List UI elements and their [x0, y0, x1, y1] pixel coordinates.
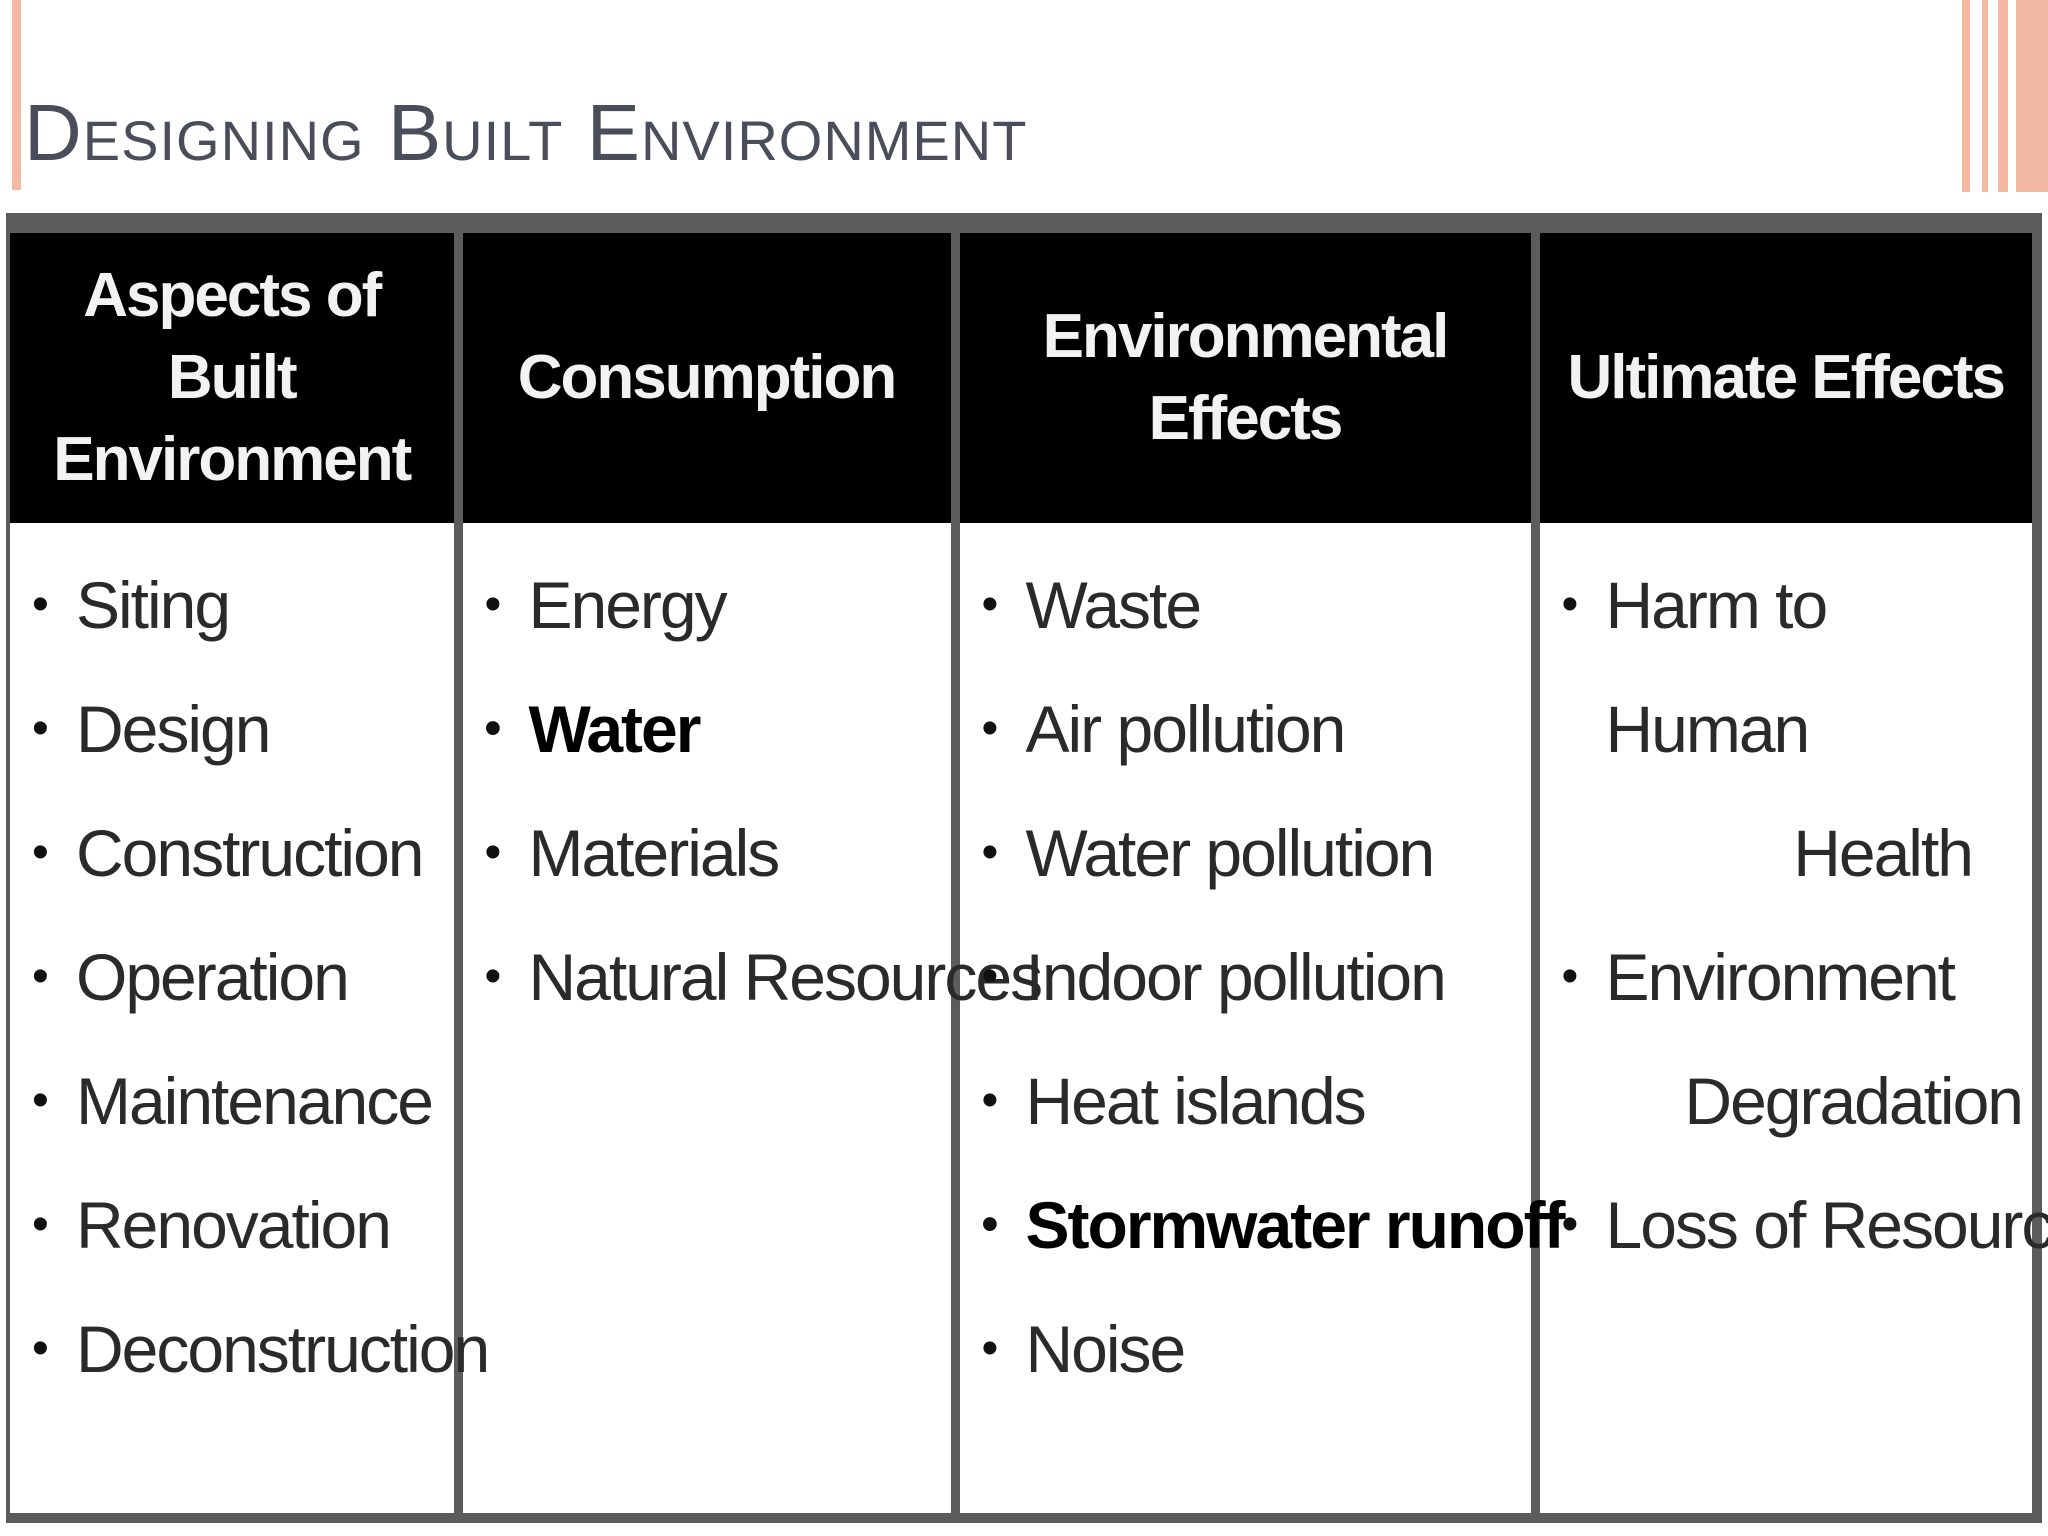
- bullet-icon: •: [981, 1322, 999, 1375]
- bullet-icon: •: [484, 950, 502, 1003]
- effects-table-frame: Aspects of Built Environment Consumption…: [6, 213, 2048, 1523]
- bullet-icon: •: [981, 578, 999, 631]
- list-item: •Loss of Resources: [1561, 1163, 2048, 1287]
- list-item: • Maintenance: [32, 1039, 444, 1163]
- list-item: • Waste: [982, 543, 1521, 667]
- header-aspects: Aspects of Built Environment: [10, 233, 458, 523]
- bullet-icon: •: [981, 1198, 999, 1251]
- bullet-icon: •: [1561, 1198, 1579, 1251]
- bullet-icon: •: [981, 950, 999, 1003]
- list-item: • Construction: [32, 791, 444, 915]
- left-accent-bar: [12, 0, 21, 190]
- slide-title: Designing Built Environment: [24, 88, 1028, 177]
- list-item: • Natural Resources: [484, 915, 1044, 1039]
- bullet-icon: •: [32, 1322, 49, 1375]
- table-row: • Siting • Design • Construction • Operation…: [10, 523, 2048, 1513]
- ultimate-effects-cell: • Harm to Human Health • Environment Degrada…: [1530, 523, 2048, 1513]
- header-ultimate-effects: Ultimate Effects: [1530, 233, 2032, 523]
- list-item: • Heat islands: [982, 1039, 1521, 1163]
- list-item: • Water: [485, 667, 941, 791]
- header-consumption: Consumption: [453, 233, 955, 523]
- bullet-icon: •: [484, 578, 502, 631]
- list-item: • Operation: [32, 915, 444, 1039]
- bullet-icon: •: [981, 826, 999, 879]
- list-item: • Noise: [982, 1287, 1521, 1411]
- list-item: • Environment Degradation: [1561, 915, 2024, 1163]
- environmental-effects-list: • Waste • Air pollution • Water pollution •…: [981, 543, 1566, 1411]
- list-item: • Design: [32, 667, 444, 791]
- list-item: • Stormwater runoff: [981, 1163, 1566, 1287]
- bullet-icon: •: [32, 1198, 49, 1251]
- bullet-icon: •: [484, 826, 502, 879]
- bullet-icon: •: [32, 950, 49, 1003]
- bullet-icon: •: [1561, 950, 1579, 1003]
- aspects-list: • Siting • Design • Construction • Operation…: [32, 543, 490, 1411]
- bullet-icon: •: [32, 1074, 49, 1127]
- bullet-icon: •: [32, 826, 49, 879]
- right-accent-stripes: [1958, 0, 2048, 192]
- list-item: • Energy: [485, 543, 941, 667]
- table-header-row: Aspects of Built Environment Consumption…: [10, 233, 2032, 523]
- bullet-icon: •: [1561, 578, 1579, 631]
- effects-table: Aspects of Built Environment Consumption…: [10, 233, 2048, 1513]
- list-item: • Deconstruction: [32, 1287, 490, 1411]
- list-item: • Indoor pollution: [982, 915, 1521, 1039]
- list-item: • Harm to Human Health: [1562, 543, 2023, 915]
- consumption-cell: • Energy • Water • Materials • Natural Resou…: [453, 523, 1044, 1513]
- bullet-icon: •: [981, 702, 999, 755]
- aspects-cell: • Siting • Design • Construction • Operation…: [10, 523, 490, 1513]
- list-item: • Siting: [32, 543, 444, 667]
- bullet-icon: •: [484, 702, 502, 755]
- bullet-icon: •: [981, 1074, 999, 1127]
- list-item: • Water pollution: [982, 791, 1521, 915]
- consumption-list: • Energy • Water • Materials • Natural Resou…: [484, 543, 1044, 1039]
- list-item: • Renovation: [32, 1163, 444, 1287]
- ultimate-effects-list: • Harm to Human Health • Environment Degrada…: [1561, 543, 2048, 1287]
- list-item: • Materials: [485, 791, 941, 915]
- bullet-icon: •: [32, 702, 49, 755]
- header-environmental-effects: Environmental Effects: [950, 233, 1535, 523]
- environmental-effects-cell: • Waste • Air pollution • Water pollution •…: [950, 523, 1566, 1513]
- bullet-icon: •: [32, 578, 49, 631]
- list-item: • Air pollution: [982, 667, 1521, 791]
